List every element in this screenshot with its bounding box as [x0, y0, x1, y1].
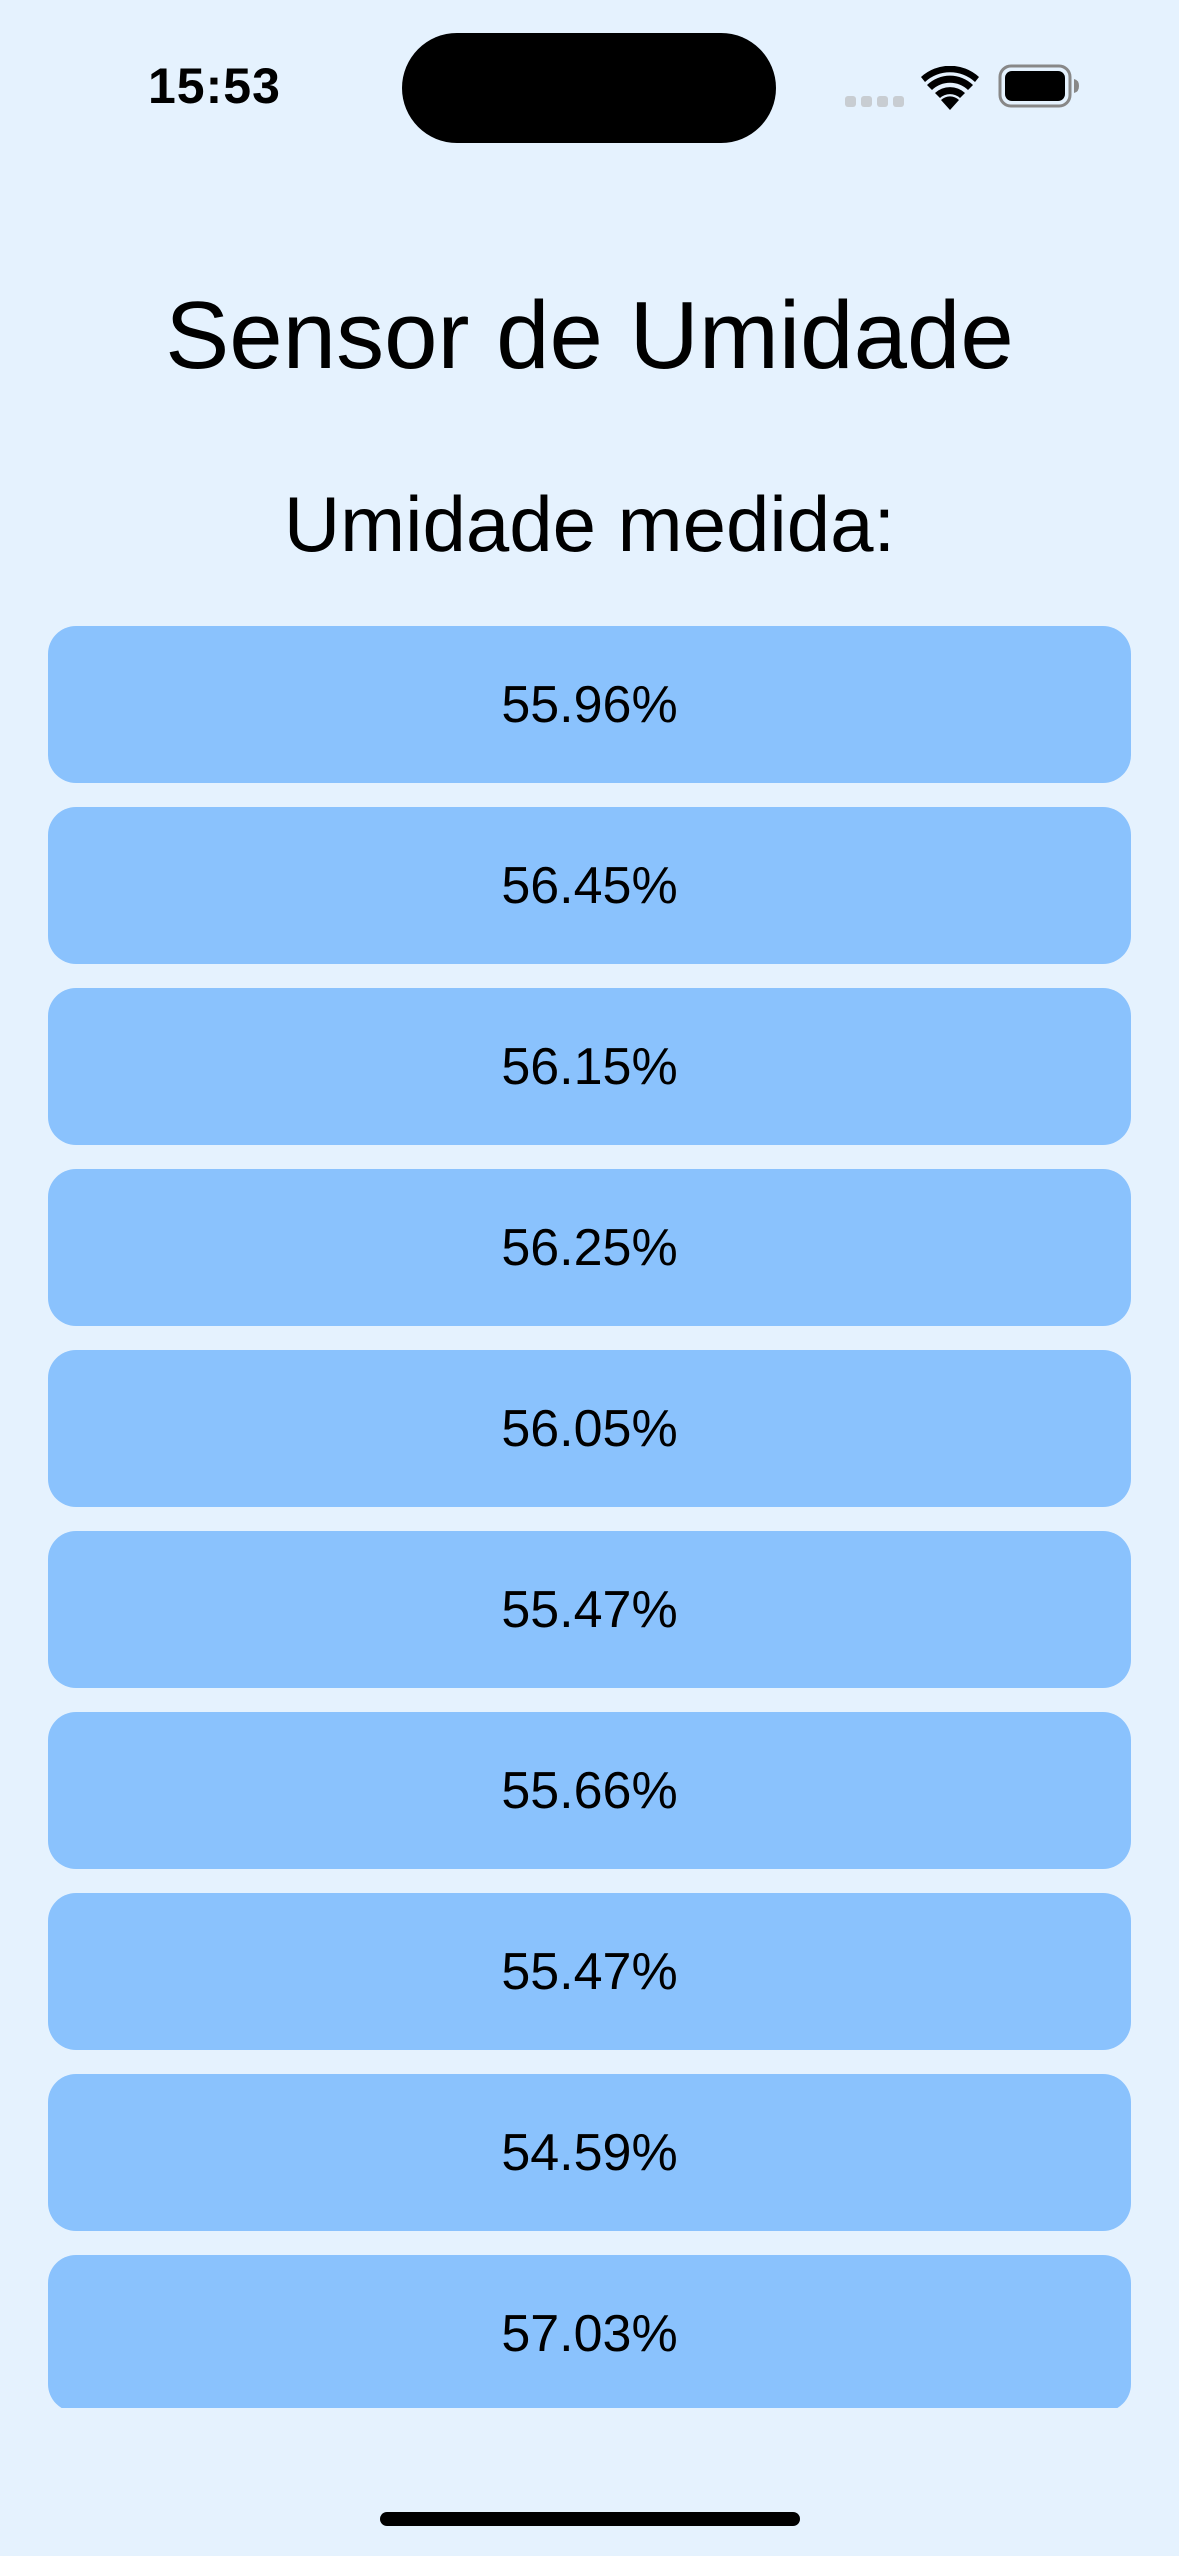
reading-item: 55.47% — [48, 1531, 1131, 1688]
reading-item: 55.66% — [48, 1712, 1131, 1869]
humidity-readings-list[interactable]: 55.96% 56.45% 56.15% 56.25% 56.05% 55.47… — [48, 626, 1131, 2408]
reading-item: 55.47% — [48, 1893, 1131, 2050]
battery-icon — [998, 64, 1079, 108]
wifi-icon — [921, 66, 979, 110]
reading-item: 56.45% — [48, 807, 1131, 964]
section-subtitle: Umidade medida: — [283, 480, 896, 568]
status-bar: 15:53 — [0, 0, 1179, 170]
reading-item: 55.96% — [48, 626, 1131, 783]
reading-item: 57.03% — [48, 2255, 1131, 2408]
dynamic-island — [402, 33, 776, 143]
reading-item: 56.05% — [48, 1350, 1131, 1507]
home-indicator[interactable] — [380, 2512, 800, 2526]
reading-item: 56.25% — [48, 1169, 1131, 1326]
status-time: 15:53 — [148, 58, 281, 114]
reading-item: 56.15% — [48, 988, 1131, 1145]
page-title: Sensor de Umidade — [165, 282, 1014, 389]
reading-item: 54.59% — [48, 2074, 1131, 2231]
signal-icon — [845, 96, 905, 108]
